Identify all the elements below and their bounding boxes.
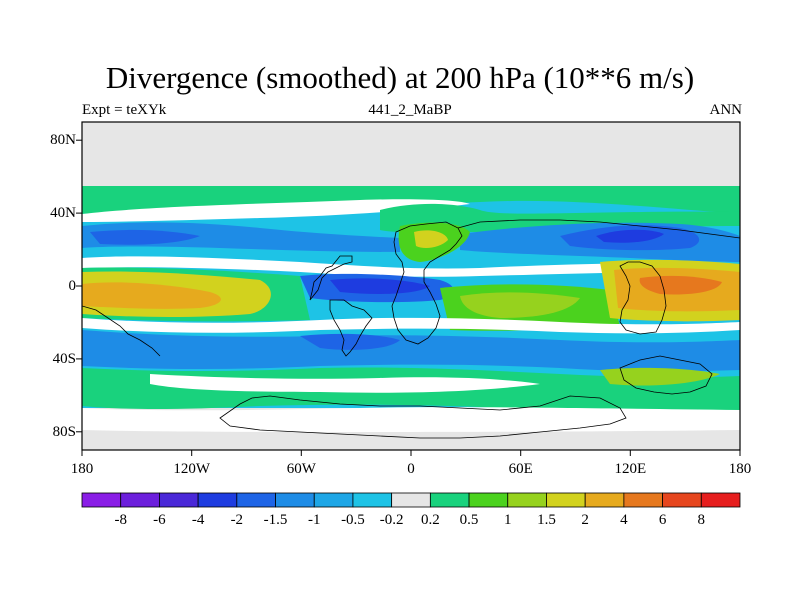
- colorbar-label: -1: [307, 512, 321, 528]
- north-america-outline: [309, 255, 353, 301]
- experiment-label: Expt = teXYk: [82, 102, 167, 118]
- colorbar-swatch: [391, 492, 431, 508]
- colorbar-label: 8: [697, 512, 706, 528]
- colorbar-swatch: [352, 492, 393, 508]
- colorbar-swatch: [584, 492, 625, 508]
- lat-label-80s: 80S: [52, 424, 76, 440]
- colorbar-swatch: [236, 492, 276, 508]
- northern-white-streak: [82, 199, 470, 222]
- colorbar-label: 1: [504, 512, 512, 528]
- colorbar-swatch: [546, 492, 586, 508]
- asia-deep-blue-core: [596, 229, 664, 243]
- colorbar-swatch: [468, 492, 509, 508]
- lat-label-40s: 40S: [52, 351, 76, 367]
- lon-label-0: 0: [407, 461, 415, 477]
- lon-label-120w: 120W: [173, 461, 211, 477]
- colorbar-label: 6: [658, 512, 667, 528]
- south-asia-outline: [619, 261, 667, 335]
- lon-label-180w: 180: [70, 461, 94, 477]
- colorbar-swatch: [429, 492, 470, 508]
- colorbar-label: 2: [581, 512, 589, 528]
- colorbar-label: 1.5: [537, 512, 556, 528]
- southern-yellow-patch: [600, 367, 720, 386]
- pacific-blue-band: [82, 222, 400, 252]
- east-equatorial-yellow: [460, 292, 580, 318]
- colorbar-swatch: [81, 492, 122, 508]
- colorbar-label: 4: [620, 512, 628, 528]
- pacific-dark-blue: [90, 229, 200, 245]
- southern-dark-blue: [300, 333, 400, 350]
- west-equatorial-orange: [82, 282, 221, 309]
- axis-ticks: [76, 139, 741, 456]
- colorbar-swatch: [197, 492, 238, 508]
- indian-ocean-red-orange: [639, 275, 722, 295]
- central-equatorial-deep-blue: [330, 278, 430, 294]
- lon-label-180e: 180: [728, 461, 752, 477]
- lon-label-60e: 60E: [508, 461, 533, 477]
- colorbar-swatch: [662, 492, 702, 508]
- west-pacific-coastline: [82, 305, 161, 357]
- colorbar-label: -6: [153, 512, 166, 528]
- colorbar-swatch: [120, 492, 160, 508]
- contour-field: [82, 122, 740, 450]
- colorbar-label: -8: [114, 512, 127, 528]
- lat-label-80n: 80N: [50, 132, 76, 148]
- colorbar-swatch: [313, 492, 354, 508]
- lat-label-0: 0: [68, 278, 77, 294]
- antarctica-outline: [219, 395, 627, 439]
- colorbar-swatch: [275, 492, 315, 508]
- colorbar: [81, 492, 741, 508]
- southern-blue-band: [82, 330, 740, 372]
- central-americas-yellow: [414, 230, 448, 248]
- continent-outlines: [82, 219, 740, 439]
- lat-label-40n: 40N: [50, 205, 76, 221]
- eurasia-outline: [457, 219, 740, 239]
- colorbar-label: -1.5: [263, 512, 288, 528]
- colorbar-label: -0.5: [341, 512, 365, 528]
- colorbar-label: -0.2: [379, 512, 404, 528]
- colorbar-label: 0.5: [459, 512, 479, 528]
- case-label: 441_2_MaBP: [368, 102, 452, 118]
- australia-outline: [619, 355, 713, 395]
- lon-label-60w: 60W: [286, 461, 316, 477]
- africa-outline: [391, 221, 463, 345]
- colorbar-label: -2: [230, 512, 244, 528]
- season-label: ANN: [709, 102, 743, 118]
- southern-white-streak: [150, 374, 540, 393]
- plot-title: Divergence (smoothed) at 200 hPa (10**6 …: [105, 60, 695, 95]
- colorbar-swatch: [507, 492, 547, 508]
- south-america-outline: [329, 299, 373, 357]
- colorbar-swatch: [159, 492, 199, 508]
- equatorial-white-south: [82, 317, 740, 334]
- colorbar-swatch: [700, 492, 741, 508]
- colorbar-label: -4: [191, 512, 205, 528]
- colorbar-label: 0.2: [420, 512, 440, 528]
- equatorial-white-north: [82, 256, 740, 277]
- antarctic-margin-white: [82, 407, 740, 432]
- lon-label-120e: 120E: [614, 461, 647, 477]
- colorbar-swatch: [623, 492, 663, 508]
